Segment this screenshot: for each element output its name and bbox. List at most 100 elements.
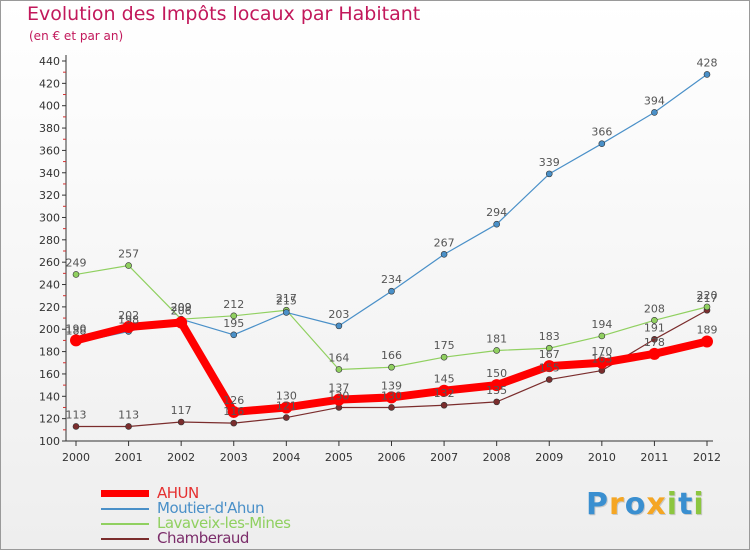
data-label: 209 — [171, 301, 192, 314]
y-tick-label: 160 — [39, 368, 60, 381]
data-point — [332, 393, 345, 406]
y-tick-label: 400 — [39, 100, 60, 113]
x-tick-label: 2001 — [115, 451, 143, 464]
data-label: 394 — [644, 94, 665, 107]
y-tick-label: 320 — [39, 189, 60, 202]
data-label: 198 — [118, 313, 139, 326]
data-label: 189 — [697, 324, 718, 337]
data-label: 116 — [223, 405, 244, 418]
x-tick-label: 2010 — [588, 451, 616, 464]
chart-title: Evolution des Impôts locaux par Habitant — [27, 3, 421, 25]
data-label: 155 — [539, 362, 560, 375]
data-label: 130 — [276, 389, 297, 402]
y-tick-label: 380 — [39, 122, 60, 135]
x-tick-label: 2006 — [378, 451, 406, 464]
data-label: 126 — [223, 394, 244, 407]
data-label: 195 — [223, 317, 244, 330]
legend-label: AHUN — [157, 484, 199, 502]
data-point — [230, 419, 238, 427]
data-label: 294 — [486, 206, 507, 219]
data-point — [543, 360, 556, 373]
data-label: 113 — [118, 408, 139, 421]
data-point — [122, 321, 135, 333]
data-point — [703, 303, 711, 311]
data-label: 217 — [276, 292, 297, 305]
x-tick-label: 2009 — [535, 451, 563, 464]
data-point — [283, 414, 290, 421]
x-tick-label: 2004 — [272, 451, 300, 464]
data-label: 135 — [486, 384, 507, 397]
legend-label: Lavaveix-les-Mines — [157, 514, 291, 532]
data-point — [335, 322, 343, 330]
legend-swatch — [101, 522, 149, 525]
data-point — [175, 316, 188, 329]
data-label: 212 — [223, 298, 244, 311]
data-point — [438, 384, 451, 397]
logo-letter: P — [586, 487, 609, 522]
data-label: 208 — [644, 302, 665, 315]
data-label: 203 — [328, 308, 349, 321]
x-tick-label: 2003 — [220, 451, 248, 464]
data-point — [545, 170, 553, 178]
data-label: 428 — [697, 56, 718, 69]
data-point — [651, 335, 658, 343]
data-label: 175 — [434, 339, 455, 352]
data-label: 121 — [276, 400, 297, 413]
data-point — [703, 71, 711, 78]
x-tick-label: 2005 — [325, 451, 353, 464]
data-point — [493, 347, 500, 354]
data-point — [493, 398, 500, 406]
x-tick-label: 2000 — [62, 451, 90, 464]
y-tick-label: 360 — [39, 144, 60, 157]
data-point — [545, 344, 553, 352]
logo-letter: i — [666, 487, 679, 522]
data-label: 220 — [697, 289, 718, 302]
x-tick-label: 2011 — [640, 451, 668, 464]
data-label: 150 — [486, 367, 507, 380]
data-label: 191 — [644, 321, 665, 334]
data-label: 188 — [66, 325, 87, 338]
legend-label: Moutier-d'Ahun — [157, 499, 264, 517]
y-tick-label: 200 — [39, 323, 60, 336]
data-label: 206 — [171, 305, 192, 318]
data-label: 117 — [171, 404, 192, 417]
data-point — [388, 363, 395, 371]
data-point — [651, 109, 658, 116]
legend-label: Chamberaud — [157, 529, 249, 547]
data-point — [440, 353, 448, 361]
legend-item: Lavaveix-les-Mines — [101, 516, 401, 531]
y-tick-label: 140 — [39, 390, 60, 403]
chart-legend: AHUN Moutier-d'Ahun Lavaveix-les-Mines Cham… — [101, 486, 401, 546]
data-label: 178 — [644, 336, 665, 349]
data-label: 366 — [591, 126, 612, 139]
y-tick-label: 100 — [39, 435, 60, 448]
data-point — [70, 334, 82, 347]
data-label: 249 — [66, 256, 87, 269]
x-tick-label: 2002 — [167, 451, 195, 464]
data-point — [230, 331, 238, 339]
chart-subtitle: (en € et par an) — [29, 29, 124, 43]
logo-letter: o — [624, 487, 647, 522]
proxiti-logo: Proxiti — [586, 487, 705, 522]
data-point — [388, 404, 395, 411]
data-point — [598, 140, 606, 148]
data-point — [493, 220, 500, 228]
legend-swatch — [101, 490, 149, 497]
data-label: 194 — [591, 318, 612, 331]
data-point — [388, 287, 395, 295]
legend-item: Chamberaud — [101, 531, 401, 546]
data-label: 130 — [328, 389, 349, 402]
data-label: 257 — [118, 248, 139, 261]
y-tick-label: 340 — [39, 167, 60, 180]
y-tick-label: 280 — [39, 234, 60, 247]
data-label: 164 — [328, 351, 349, 364]
data-label: 181 — [486, 332, 507, 345]
data-point — [440, 401, 448, 409]
data-point — [651, 316, 658, 324]
data-label: 234 — [381, 273, 402, 286]
data-point — [648, 347, 661, 360]
legend-swatch — [101, 507, 149, 510]
x-tick-label: 2008 — [483, 451, 511, 464]
